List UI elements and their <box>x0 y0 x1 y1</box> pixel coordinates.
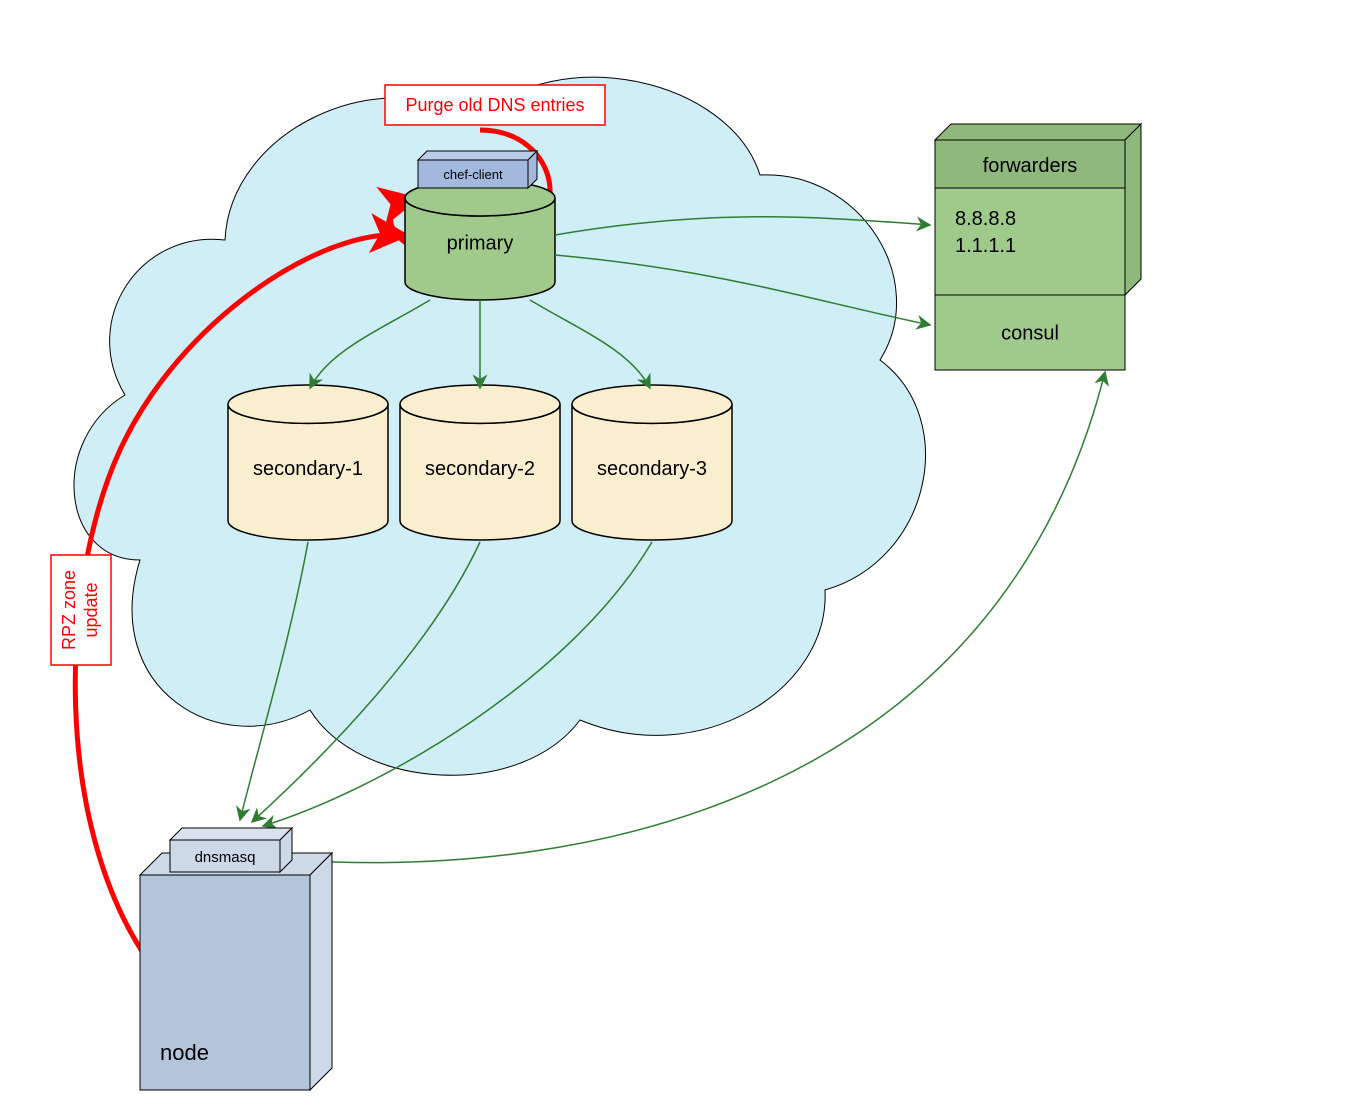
dnsmasq-box: dnsmasq <box>170 828 292 872</box>
rpz-callout-line2: update <box>81 582 101 637</box>
node-box: node <box>140 853 332 1090</box>
purge-callout-label: Purge old DNS entries <box>405 95 584 115</box>
rpz-callout-line1: RPZ zone <box>59 570 79 650</box>
primary-label: primary <box>447 233 514 255</box>
secondary-3-label: secondary-3 <box>597 458 707 480</box>
consul-box: consul <box>935 295 1125 370</box>
chef-client-label: chef-client <box>443 167 503 182</box>
secondary-2-label: secondary-2 <box>425 458 535 480</box>
chef-client-box: chef-client <box>418 151 537 188</box>
forwarders-box: forwarders 8.8.8.8 1.1.1.1 <box>935 124 1141 295</box>
forwarders-ip1: 8.8.8.8 <box>955 208 1016 230</box>
node-label: node <box>160 1040 209 1065</box>
forwarders-label: forwarders <box>983 155 1077 177</box>
dnsmasq-label: dnsmasq <box>195 849 256 866</box>
secondary-1-cylinder: secondary-1 <box>228 385 388 540</box>
secondary-2-cylinder: secondary-2 <box>400 385 560 540</box>
purge-callout: Purge old DNS entries <box>385 85 605 125</box>
secondary-3-cylinder: secondary-3 <box>572 385 732 540</box>
primary-cylinder: primary <box>405 180 555 300</box>
secondary-1-label: secondary-1 <box>253 458 363 480</box>
forwarders-ip2: 1.1.1.1 <box>955 235 1016 257</box>
rpz-callout: RPZ zone update <box>51 555 111 665</box>
consul-label: consul <box>1001 323 1059 345</box>
